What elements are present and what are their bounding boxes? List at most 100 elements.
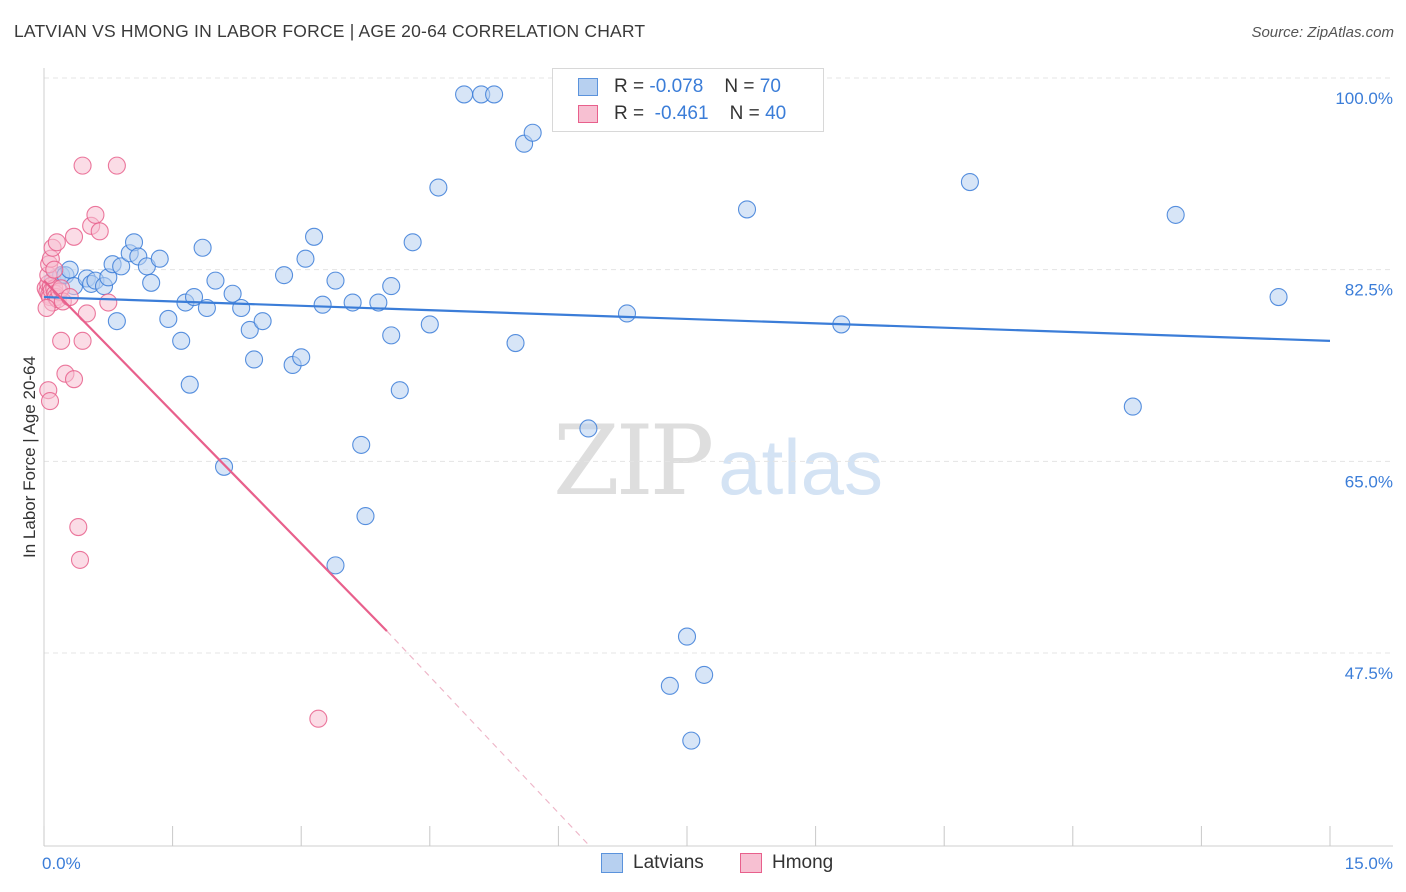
latvians-point-28 bbox=[232, 298, 251, 318]
hmong-point-37 bbox=[70, 550, 90, 569]
latvians-point-21 bbox=[172, 331, 191, 350]
latvians-point-26 bbox=[206, 271, 225, 290]
latvians-point-12 bbox=[112, 257, 131, 276]
latvians-point-40 bbox=[352, 435, 371, 454]
hmong-point-39 bbox=[90, 222, 109, 241]
latvians-point-63 bbox=[960, 172, 979, 192]
latvians-point-38 bbox=[326, 271, 345, 290]
legend-row-hmong: R = -0.461 N = 40 bbox=[553, 102, 823, 128]
x-tick-label-0: 0.0% bbox=[42, 854, 81, 873]
hmong-point-27 bbox=[77, 304, 96, 323]
correlation-legend: R = -0.078 N = 70 R = -0.461 N = 40 bbox=[552, 68, 824, 132]
hmong-points bbox=[36, 156, 328, 728]
latvians-point-20 bbox=[159, 309, 178, 329]
latvians-point-27 bbox=[223, 284, 242, 303]
y-tick-label-1: 82.5% bbox=[1345, 281, 1393, 300]
latvians-point-58 bbox=[677, 627, 697, 646]
chart-title: LATVIAN VS HMONG IN LABOR FORCE | AGE 20… bbox=[14, 21, 646, 41]
latvians-n-label: N = bbox=[724, 76, 755, 97]
hmong-n-label: N = bbox=[729, 103, 760, 124]
hmong-point-32 bbox=[73, 331, 92, 350]
latvians-point-44 bbox=[382, 326, 401, 345]
latvians-n-value: 70 bbox=[759, 76, 781, 97]
hmong-point-31 bbox=[107, 156, 126, 175]
hmong-n-value: 40 bbox=[765, 103, 787, 124]
y-tick-label-3: 47.5% bbox=[1345, 664, 1393, 683]
hmong-point-22 bbox=[52, 331, 71, 350]
latvians-legend-swatch bbox=[601, 853, 623, 873]
latvians-point-54 bbox=[523, 123, 542, 142]
latvians-point-59 bbox=[682, 731, 701, 750]
hmong-point-21 bbox=[47, 233, 66, 252]
latvians-point-13 bbox=[107, 312, 126, 331]
latvians-point-55 bbox=[579, 419, 598, 438]
latvians-point-45 bbox=[390, 381, 409, 400]
hmong-legend-swatch bbox=[740, 853, 762, 873]
latvians-point-48 bbox=[429, 178, 448, 197]
latvians-point-29 bbox=[240, 320, 259, 339]
latvians-point-64 bbox=[1123, 397, 1142, 416]
latvians-trend-line bbox=[43, 295, 1331, 342]
latvians-point-42 bbox=[369, 293, 388, 312]
y-tick-label-2: 65.0% bbox=[1345, 472, 1393, 491]
latvians-point-4 bbox=[60, 260, 79, 279]
latvians-point-51 bbox=[485, 85, 504, 104]
legend-latvians-text: R = -0.078 N = 70 bbox=[614, 76, 781, 98]
latvians-point-18 bbox=[142, 273, 161, 292]
hmong-point-29 bbox=[86, 205, 105, 224]
latvians-point-60 bbox=[695, 665, 714, 684]
latvians-point-32 bbox=[275, 266, 294, 285]
latvians-point-25 bbox=[193, 238, 212, 257]
latvians-r-label: R = bbox=[614, 76, 645, 97]
latvians-point-19 bbox=[150, 249, 169, 268]
latvians-point-36 bbox=[305, 227, 324, 246]
axes bbox=[43, 68, 1393, 847]
latvians-point-68 bbox=[180, 375, 199, 394]
latvians-point-67 bbox=[214, 457, 234, 476]
legend-hmong-text: R = -0.461 N = 40 bbox=[614, 103, 786, 125]
trend-lines bbox=[43, 279, 1331, 846]
latvians-point-30 bbox=[244, 350, 264, 369]
series-legend: Latvians Hmong bbox=[0, 851, 1406, 879]
latvians-point-69 bbox=[326, 556, 345, 575]
hmong-r-label: R = bbox=[614, 103, 645, 124]
watermark-atlas: atlas bbox=[718, 423, 883, 511]
latvians-legend-label: Latvians bbox=[633, 852, 704, 873]
latvians-point-46 bbox=[403, 233, 422, 252]
hmong-point-38 bbox=[309, 709, 328, 728]
y-tick-labels: 100.0% 82.5% 65.0% 47.5% bbox=[1335, 89, 1393, 683]
hmong-point-35 bbox=[40, 392, 60, 411]
latvians-point-43 bbox=[382, 277, 401, 296]
latvians-point-66 bbox=[1269, 287, 1288, 307]
latvians-point-47 bbox=[420, 315, 439, 334]
latvians-point-37 bbox=[313, 295, 332, 314]
latvians-swatch bbox=[578, 78, 598, 96]
x-ticks bbox=[43, 826, 1331, 846]
latvians-point-34 bbox=[292, 348, 311, 367]
hmong-point-33 bbox=[64, 370, 84, 389]
x-tick-label-1: 15.0% bbox=[1345, 854, 1393, 873]
hmong-swatch bbox=[578, 105, 598, 123]
hmong-point-36 bbox=[69, 517, 88, 537]
x-tick-labels: 0.0% 15.0% bbox=[42, 854, 1393, 873]
hmong-point-15 bbox=[37, 298, 56, 318]
latvians-point-52 bbox=[506, 333, 525, 353]
latvians-point-49 bbox=[455, 85, 474, 104]
hmong-r-value: -0.461 bbox=[654, 103, 709, 124]
hmong-point-30 bbox=[99, 293, 118, 312]
hmong-trend-line bbox=[43, 279, 388, 632]
hmong-point-25 bbox=[64, 227, 84, 246]
latvians-point-65 bbox=[1166, 205, 1185, 224]
source-label: Source: ZipAtlas.com bbox=[1251, 24, 1394, 41]
latvians-point-31 bbox=[253, 312, 272, 331]
latvians-points bbox=[43, 85, 1288, 750]
latvians-point-56 bbox=[617, 304, 637, 323]
hmong-legend-label: Hmong bbox=[772, 852, 834, 873]
hmong-point-26 bbox=[73, 156, 92, 175]
latvians-point-61 bbox=[737, 200, 757, 219]
hmong-point-20 bbox=[45, 260, 64, 279]
grid-lines bbox=[44, 77, 1393, 654]
legend-row-latvians: R = -0.078 N = 70 bbox=[553, 75, 823, 101]
latvians-point-41 bbox=[356, 507, 375, 526]
